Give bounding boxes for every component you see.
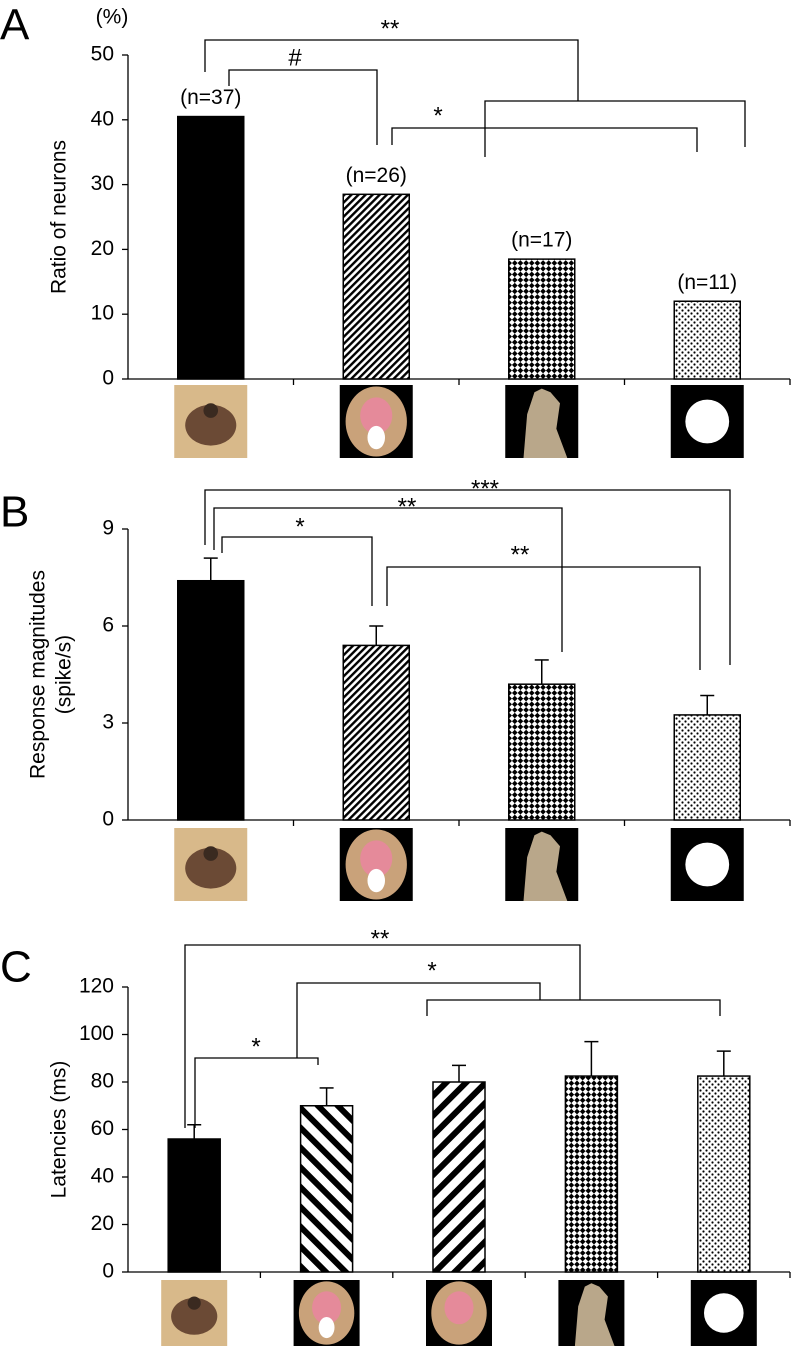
image-shape (312, 1291, 342, 1325)
bar (342, 193, 410, 380)
image-shape (523, 388, 568, 458)
significance-label: ** (371, 925, 390, 952)
stimulus-image (339, 385, 413, 458)
image-shape (685, 842, 730, 887)
panel-label: C (0, 943, 32, 992)
stimulus-image (161, 1280, 228, 1346)
y-tick-label: 0 (102, 1260, 114, 1283)
stimulus-image (505, 385, 579, 458)
bar-label: (n=26) (346, 164, 407, 187)
image-shape (360, 397, 393, 434)
significance-bracket (204, 489, 731, 665)
bar (299, 1105, 354, 1273)
image-shape (203, 403, 219, 418)
y-tick-label: 20 (91, 1212, 114, 1235)
y-axis-label: Latencies (ms) (48, 1061, 71, 1199)
image-shape (171, 1297, 218, 1335)
significance-label: * (295, 513, 304, 540)
image-shape (523, 831, 568, 901)
bar (697, 1075, 751, 1273)
significance-bracket (221, 536, 373, 606)
bar (167, 1138, 221, 1273)
image-shape (685, 399, 730, 444)
image-shape (318, 1316, 335, 1339)
significance-label: ** (381, 15, 400, 42)
significance-bracket (426, 999, 721, 1016)
significance-bracket (391, 127, 698, 152)
stimulus-image (505, 828, 579, 901)
panel-label: A (0, 1, 30, 50)
significance-bracket (386, 566, 701, 670)
y-tick-label: 80 (91, 1070, 114, 1093)
y-unit: (%) (96, 6, 129, 29)
y-axis-label: Response magnitudes (27, 570, 50, 779)
bar (673, 714, 741, 821)
stimulus-image (293, 1280, 360, 1346)
stimulus-image (670, 385, 744, 458)
y-tick-label: 30 (91, 172, 114, 195)
significance-bracket (204, 39, 579, 101)
significance-label: * (427, 957, 436, 984)
bar-label: (n=37) (180, 86, 241, 109)
image-shape (187, 1296, 201, 1310)
y-tick-label: 40 (91, 1165, 114, 1188)
stimulus-image (174, 828, 248, 901)
significance-label: # (288, 44, 302, 71)
stimulus-image (426, 1280, 492, 1346)
significance-bracket (184, 944, 581, 1128)
bar (564, 1075, 619, 1273)
image-shape (360, 840, 393, 877)
significance-bracket (228, 69, 378, 145)
image-shape (185, 404, 237, 446)
significance-bracket (213, 507, 563, 652)
image-shape (367, 425, 386, 450)
y-tick-label: 100 (79, 1022, 114, 1045)
y-tick-label: 10 (91, 302, 114, 325)
panel-label: B (0, 488, 29, 537)
significance-label: ** (511, 541, 530, 568)
y-tick-label: 0 (102, 808, 114, 831)
y-axis-label: (spike/s) (53, 635, 76, 714)
significance-label: ** (398, 493, 417, 520)
image-shape (203, 846, 219, 861)
stimulus-image (670, 828, 744, 901)
y-axis-label: Ratio of neurons (48, 140, 71, 294)
bar (673, 300, 741, 380)
y-tick-label: 20 (91, 237, 114, 260)
significance-label: * (433, 102, 442, 129)
bar (177, 579, 245, 821)
y-tick-label: 6 (102, 614, 114, 637)
bar-label: (n=11) (677, 271, 737, 294)
significance-label: *** (471, 475, 499, 502)
stimulus-image (690, 1280, 757, 1346)
image-shape (185, 847, 237, 889)
y-tick-label: 50 (91, 43, 114, 66)
significance-label: * (251, 1033, 260, 1060)
significance-bracket (296, 982, 541, 1058)
bar (508, 683, 576, 821)
y-tick-label: 40 (91, 107, 114, 130)
bar (432, 1081, 486, 1273)
bar (342, 644, 410, 821)
stimulus-image (339, 828, 413, 901)
stimulus-image (558, 1280, 625, 1346)
bar-label: (n=17) (511, 229, 572, 252)
y-tick-label: 0 (102, 367, 114, 390)
stimulus-image (174, 385, 248, 458)
bar (508, 258, 576, 380)
y-tick-label: 60 (91, 1117, 114, 1140)
significance-bracket (194, 1057, 319, 1128)
image-shape (574, 1283, 615, 1346)
y-tick-label: 9 (102, 517, 114, 540)
y-tick-label: 3 (102, 711, 114, 734)
y-tick-label: 120 (79, 975, 114, 998)
image-shape (444, 1291, 474, 1325)
bar (177, 115, 245, 380)
significance-bracket (484, 100, 746, 157)
image-shape (367, 868, 386, 893)
image-shape (704, 1293, 744, 1333)
